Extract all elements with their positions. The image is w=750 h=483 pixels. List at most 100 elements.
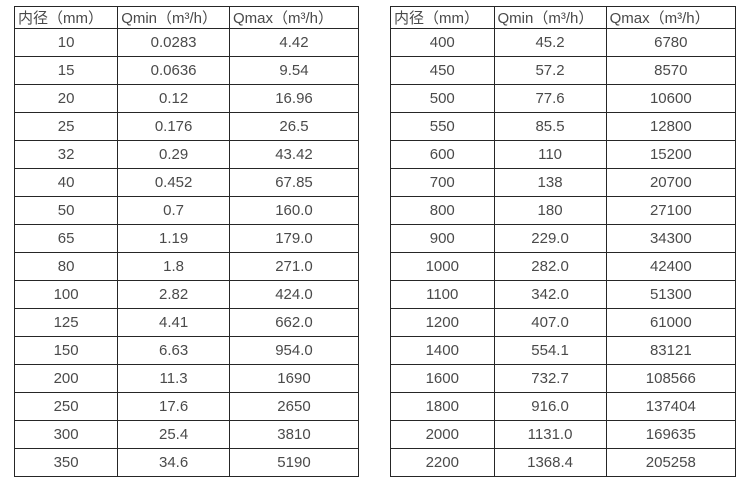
table-cell: 250 — [13, 392, 119, 421]
table-cell: 342.0 — [493, 280, 607, 309]
table-cell: 10600 — [605, 84, 737, 113]
table-cell: 34.6 — [117, 448, 230, 477]
table-cell: 25.4 — [117, 420, 230, 449]
table-cell: 110 — [493, 140, 607, 169]
table-cell: 50 — [13, 196, 119, 225]
table-cell: 16.96 — [228, 84, 360, 113]
table-cell: 108566 — [605, 364, 737, 393]
table-cell: 1000 — [390, 252, 495, 281]
table-cell: 5190 — [228, 448, 360, 477]
table-cell: 180 — [493, 196, 607, 225]
table-cell: 61000 — [605, 308, 737, 337]
table-cell: 400 — [390, 28, 495, 57]
table-cell: 2650 — [228, 392, 360, 421]
table-row: 150 6.63 954.0 — [13, 336, 360, 365]
table-cell: 12800 — [605, 112, 737, 141]
table-cell: 1100 — [390, 280, 495, 309]
table-cell: 77.6 — [493, 84, 607, 113]
table-cell: 34300 — [605, 224, 737, 253]
table-cell: 20 — [13, 84, 119, 113]
table-row: 1600 732.7 108566 — [390, 364, 737, 393]
table-row: 700 138 20700 — [390, 168, 737, 197]
table-cell: 138 — [493, 168, 607, 197]
table-row: 250 17.6 2650 — [13, 392, 360, 421]
table-row: 550 85.5 12800 — [390, 112, 737, 141]
table-row: 100 2.82 424.0 — [13, 280, 360, 309]
table-cell: 954.0 — [228, 336, 360, 365]
table-cell: 42400 — [605, 252, 737, 281]
column-header: Qmax（m³/h） — [605, 6, 737, 29]
table-cell: 600 — [390, 140, 495, 169]
table-cell: 1690 — [228, 364, 360, 393]
table-cell: 300 — [13, 420, 119, 449]
table-cell: 6.63 — [117, 336, 230, 365]
table-cell: 1368.4 — [493, 448, 607, 477]
flow-table-small-diameters: 内径（mm） Qmin（m³/h） Qmax（m³/h） 10 0.0283 4.42 15… — [13, 6, 360, 477]
table-cell: 229.0 — [493, 224, 607, 253]
table-cell: 271.0 — [228, 252, 360, 281]
table-cell: 554.1 — [493, 336, 607, 365]
flow-table-large-diameters: 内径（mm） Qmin（m³/h） Qmax（m³/h） 400 45.2 6780 450… — [390, 6, 737, 477]
table-cell: 200 — [13, 364, 119, 393]
table-cell: 1.19 — [117, 224, 230, 253]
header-row: 内径（mm） Qmin（m³/h） Qmax（m³/h） — [390, 6, 737, 29]
table-cell: 150 — [13, 336, 119, 365]
table-cell: 83121 — [605, 336, 737, 365]
table-cell: 1400 — [390, 336, 495, 365]
table-cell: 1600 — [390, 364, 495, 393]
table-row: 1200 407.0 61000 — [390, 308, 737, 337]
table-row: 900 229.0 34300 — [390, 224, 737, 253]
table-row: 20 0.12 16.96 — [13, 84, 360, 113]
table-row: 1800 916.0 137404 — [390, 392, 737, 421]
column-header: Qmin（m³/h） — [117, 6, 230, 29]
table-cell: 9.54 — [228, 56, 360, 85]
table-cell: 550 — [390, 112, 495, 141]
table-row: 500 77.6 10600 — [390, 84, 737, 113]
table-cell: 0.12 — [117, 84, 230, 113]
table-cell: 10 — [13, 28, 119, 57]
table-row: 50 0.7 160.0 — [13, 196, 360, 225]
table-cell: 2000 — [390, 420, 495, 449]
table-cell: 32 — [13, 140, 119, 169]
table-cell: 80 — [13, 252, 119, 281]
table-cell: 11.3 — [117, 364, 230, 393]
table-cell: 407.0 — [493, 308, 607, 337]
table-cell: 662.0 — [228, 308, 360, 337]
table-cell: 40 — [13, 168, 119, 197]
column-header: 内径（mm） — [13, 6, 119, 29]
table-row: 65 1.19 179.0 — [13, 224, 360, 253]
table-cell: 1131.0 — [493, 420, 607, 449]
table-row: 800 180 27100 — [390, 196, 737, 225]
table-cell: 3810 — [228, 420, 360, 449]
table-cell: 1200 — [390, 308, 495, 337]
table-cell: 20700 — [605, 168, 737, 197]
table-cell: 500 — [390, 84, 495, 113]
table-cell: 160.0 — [228, 196, 360, 225]
table-row: 32 0.29 43.42 — [13, 140, 360, 169]
table-cell: 1.8 — [117, 252, 230, 281]
table-cell: 4.41 — [117, 308, 230, 337]
table-cell: 350 — [13, 448, 119, 477]
table-row: 2200 1368.4 205258 — [390, 448, 737, 477]
table-cell: 450 — [390, 56, 495, 85]
table-cell: 0.0636 — [117, 56, 230, 85]
table-cell: 45.2 — [493, 28, 607, 57]
table-cell: 17.6 — [117, 392, 230, 421]
table-cell: 100 — [13, 280, 119, 309]
table-row: 600 110 15200 — [390, 140, 737, 169]
table-row: 40 0.452 67.85 — [13, 168, 360, 197]
table-row: 10 0.0283 4.42 — [13, 28, 360, 57]
header-row: 内径（mm） Qmin（m³/h） Qmax（m³/h） — [13, 6, 360, 29]
table-cell: 85.5 — [493, 112, 607, 141]
table-row: 200 11.3 1690 — [13, 364, 360, 393]
table-cell: 57.2 — [493, 56, 607, 85]
table-cell: 424.0 — [228, 280, 360, 309]
table-cell: 205258 — [605, 448, 737, 477]
table-cell: 4.42 — [228, 28, 360, 57]
table-cell: 15 — [13, 56, 119, 85]
table-cell: 25 — [13, 112, 119, 141]
column-header: Qmin（m³/h） — [493, 6, 607, 29]
table-cell: 43.42 — [228, 140, 360, 169]
table-cell: 916.0 — [493, 392, 607, 421]
table-cell: 125 — [13, 308, 119, 337]
